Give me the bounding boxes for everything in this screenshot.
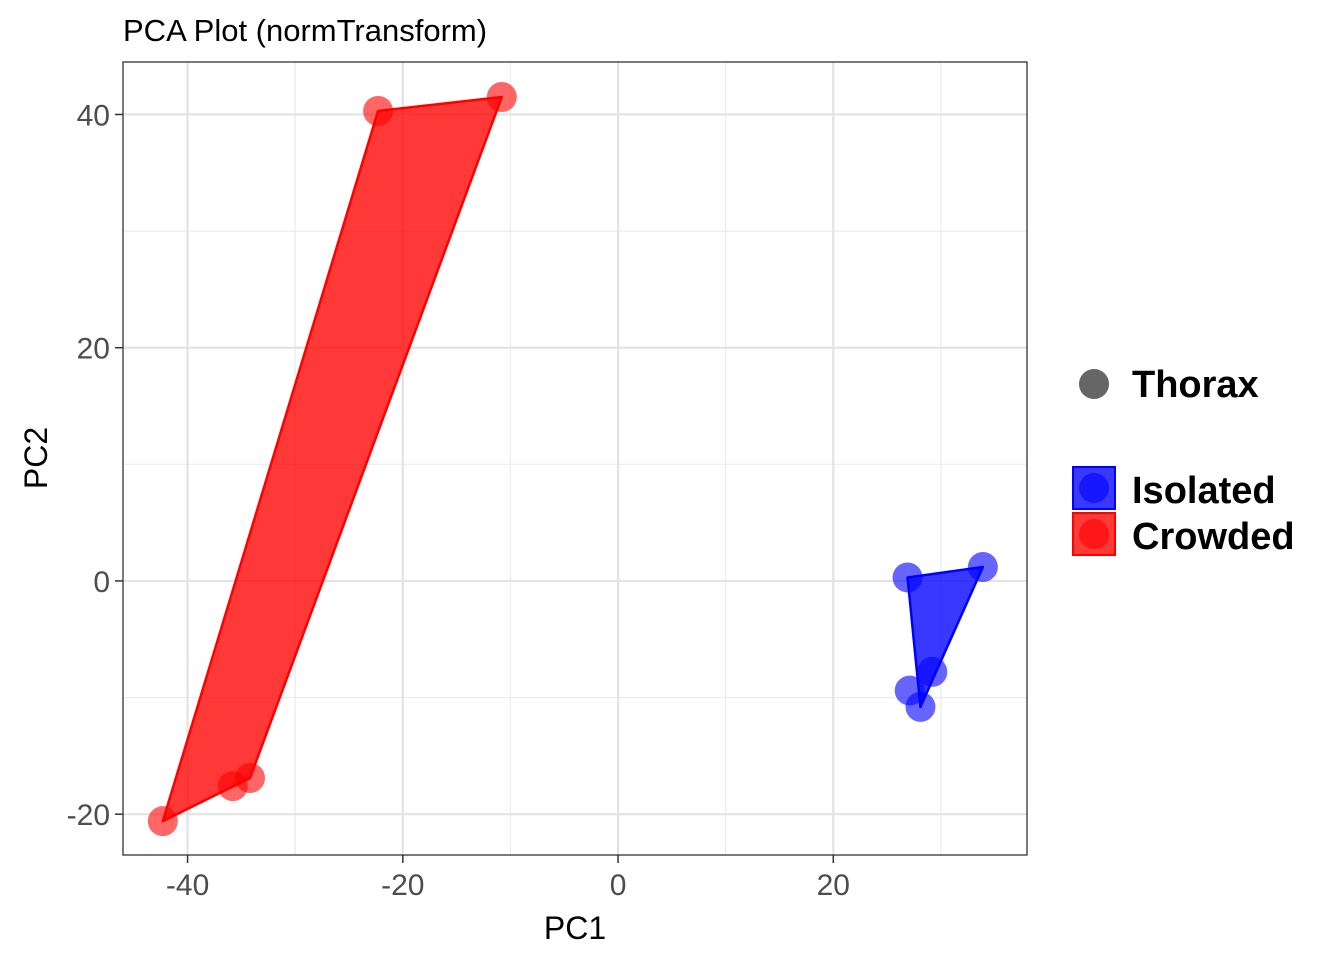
point-isolated (905, 691, 936, 722)
x-tick-label: 20 (817, 869, 850, 902)
hull-crowded (161, 95, 504, 823)
y-tick-label: -20 (67, 799, 110, 832)
y-tick-label: 0 (93, 566, 110, 599)
hulls (161, 95, 985, 823)
legend-shape-label: Thorax (1132, 364, 1259, 406)
point-crowded (147, 806, 178, 837)
point-isolated (967, 551, 998, 582)
legend-label-isolated: Isolated (1132, 470, 1276, 512)
y-tick-label: 40 (77, 99, 110, 132)
point-crowded (234, 763, 265, 794)
point-crowded (363, 95, 394, 126)
plot-panel-border (122, 61, 1028, 856)
y-tick-label: 20 (77, 333, 110, 366)
x-tick-label: -20 (381, 869, 424, 902)
legend-key-crowded-dot (1079, 519, 1109, 549)
legend-label-crowded: Crowded (1132, 516, 1295, 558)
chart-title: PCA Plot (normTransform) (123, 13, 487, 48)
legend: Thorax Isolated Crowded (1072, 364, 1295, 558)
point-crowded (486, 81, 517, 112)
x-tick-label: -40 (166, 869, 209, 902)
points (147, 81, 998, 837)
x-axis-title: PC1 (544, 910, 606, 946)
axes: -40 -20 0 20 -20 0 20 40 (67, 99, 850, 902)
y-axis-title: PC2 (18, 427, 54, 489)
x-tick-label: 0 (610, 869, 627, 902)
legend-key-isolated-dot (1079, 473, 1109, 503)
legend-shape-key (1079, 369, 1109, 399)
point-isolated (917, 656, 948, 687)
point-isolated (892, 562, 923, 593)
